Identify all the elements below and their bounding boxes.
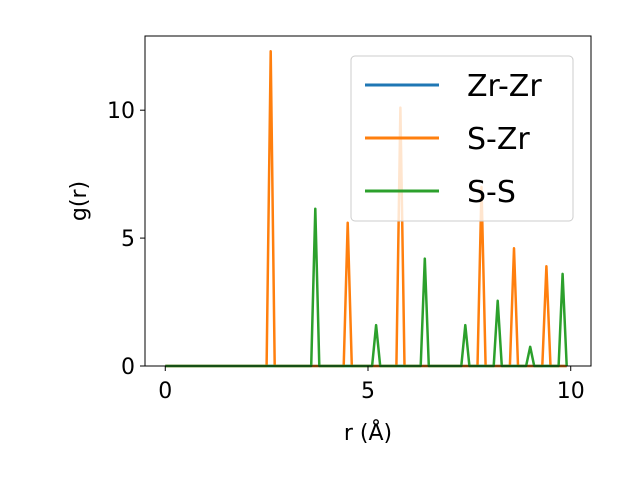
x-tick-label: 0 [158,379,172,404]
x-tick-label: 10 [557,379,585,404]
y-axis-label: g(r) [67,181,92,221]
y-tick-label: 10 [107,99,135,124]
legend: Zr-Zr S-Zr S-S [350,55,574,222]
x-axis-label: r (Å) [344,419,392,446]
y-tick-label: 0 [121,355,135,380]
y-axis-ticks: 0 5 10 [107,99,145,380]
legend-label-zr-zr: Zr-Zr [467,69,542,104]
series-line-s-s [165,207,568,368]
legend-label-s-s: S-S [467,175,516,210]
legend-box [350,55,574,222]
y-tick-label: 5 [121,227,135,252]
legend-label-s-zr: S-Zr [467,122,530,157]
x-axis-ticks: 0 5 10 [158,366,585,404]
x-tick-label: 5 [361,379,375,404]
